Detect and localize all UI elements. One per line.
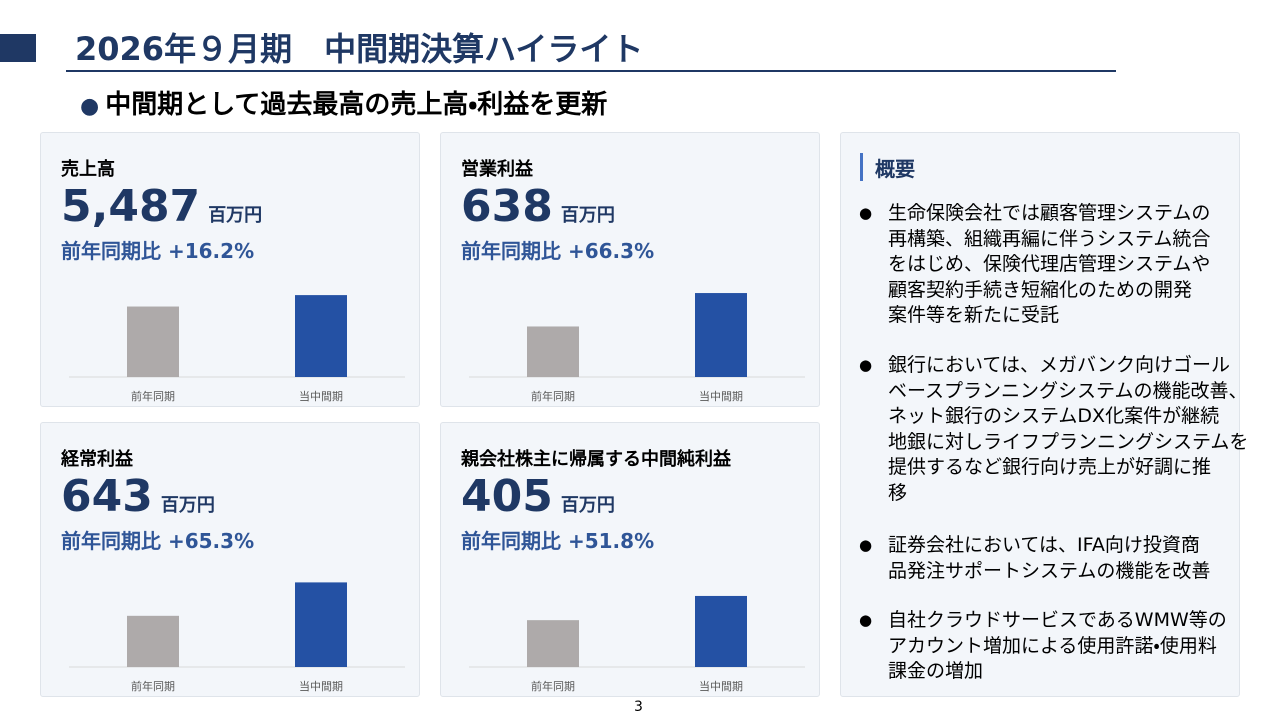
- kpi-card: 営業利益 638 百万円前年同期比 +66.3% 前年同期 当中間期: [440, 132, 820, 407]
- bullet-line: 品発注サポートシステムの機能を改善: [888, 559, 1211, 582]
- card-title: 経常利益: [61, 449, 133, 470]
- mini-chart: 前年同期 当中間期: [69, 295, 405, 403]
- kpi-card: 売上高 5,487 百万円前年同期比 +16.2% 前年同期 当中間期: [40, 132, 420, 407]
- bar: [127, 306, 179, 377]
- card-value: 643 百万円: [61, 471, 215, 522]
- category-label: 前年同期: [131, 679, 175, 693]
- bullet-line: 証券会社においては、IFA向け投資商: [888, 534, 1200, 556]
- slide-subtitle: 中間期として過去最高の売上高・利益を更新: [80, 84, 607, 121]
- value: 5,487: [61, 181, 201, 232]
- bullet-line: をはじめ、保険代理店管理システムや: [888, 253, 1211, 275]
- value: 638: [461, 181, 553, 232]
- page-number: 3: [634, 699, 643, 715]
- bar: [127, 615, 179, 667]
- bullet-line: 案件等を新たに受託: [888, 304, 1060, 326]
- value: 643: [61, 471, 153, 522]
- slide-title: 2026年９月期 中間期決算ハイライト: [75, 30, 644, 68]
- summary-title: 概要: [875, 157, 915, 181]
- kpi-card: 親会社株主に帰属する中間純利益 405 百万円前年同期比 +51.8% 前年同期 当中間…: [440, 422, 820, 697]
- card-value: 638 百万円: [461, 181, 615, 232]
- bullet-line: 再構築、組織再編に伴うシステム統合: [888, 227, 1211, 250]
- unit: 百万円: [560, 205, 615, 226]
- unit: 百万円: [560, 495, 615, 516]
- category-label: 当中間期: [299, 679, 343, 693]
- mini-chart: 前年同期 当中間期: [469, 595, 805, 693]
- card-value: 5,487 百万円: [61, 181, 262, 232]
- category-label: 当中間期: [699, 679, 743, 693]
- title-mark: [0, 34, 36, 62]
- bar: [295, 295, 347, 377]
- bullet-line: 顧客契約手続き短縮化のための開発: [888, 278, 1193, 301]
- bullet-line: 地銀に対しライフプランニングシステムを: [888, 430, 1249, 453]
- bullet-line: ネット銀行のシステムDX化案件が継続: [888, 405, 1220, 427]
- category-label: 前年同期: [131, 389, 175, 403]
- unit: 百万円: [160, 495, 215, 516]
- bar: [527, 326, 579, 377]
- bullet-item: 生命保険会社では顧客管理システムの再構築、組織再編に伴うシステム統合をはじめ、保…: [859, 201, 1233, 329]
- mini-chart: 前年同期 当中間期: [69, 582, 405, 693]
- bullet-line: 生命保険会社では顧客管理システムの: [888, 202, 1211, 224]
- bar: [527, 620, 579, 667]
- bar: [295, 582, 347, 667]
- bullet-line: 提供するなど銀行向け売上が好調に推: [888, 456, 1212, 478]
- bar: [695, 595, 747, 667]
- bullet-item: 銀行においては、メガバンク向けゴールベースプランニングシステムの機能改善、ネット…: [859, 353, 1249, 506]
- kpi-card: 経常利益 643 百万円前年同期比 +65.3% 前年同期 当中間期: [40, 422, 420, 697]
- card-value: 405 百万円: [461, 471, 615, 522]
- category-label: 前年同期: [531, 679, 575, 693]
- category-label: 当中間期: [299, 389, 343, 403]
- mini-chart: 前年同期 当中間期: [469, 293, 805, 403]
- yoy-change: 前年同期比 +65.3%: [61, 529, 255, 553]
- title-rule: [66, 70, 1116, 72]
- bullet-line: 課金の増加: [888, 660, 984, 682]
- bar: [695, 293, 747, 377]
- unit: 百万円: [208, 205, 263, 226]
- bullet-line: ベースプランニングシステムの機能改善、: [888, 379, 1248, 402]
- category-label: 前年同期: [531, 389, 575, 403]
- bullet-line: 銀行においては、メガバンク向けゴール: [888, 354, 1231, 376]
- card-title: 売上高: [61, 159, 115, 180]
- bullet-line: 移: [888, 481, 908, 504]
- heading-bar: [860, 153, 863, 181]
- value: 405: [461, 471, 553, 522]
- yoy-change: 前年同期比 +16.2%: [61, 239, 255, 263]
- card-title: 親会社株主に帰属する中間純利益: [461, 449, 731, 470]
- bullet-line: 自社クラウドサービスであるWMW等の: [888, 609, 1227, 631]
- bullet-item: 自社クラウドサービスであるWMW等のアカウント増加による使用許諾・使用料課金の増…: [859, 608, 1233, 685]
- yoy-change: 前年同期比 +51.8%: [461, 529, 655, 553]
- yoy-change: 前年同期比 +66.3%: [461, 239, 655, 263]
- bullet-line: アカウント増加による使用許諾・使用料: [888, 634, 1217, 657]
- card-title: 営業利益: [461, 159, 533, 180]
- summary-panel: 概要 生命保険会社では顧客管理システムの再構築、組織再編に伴うシステム統合をはじ…: [840, 132, 1249, 697]
- category-label: 当中間期: [699, 389, 743, 403]
